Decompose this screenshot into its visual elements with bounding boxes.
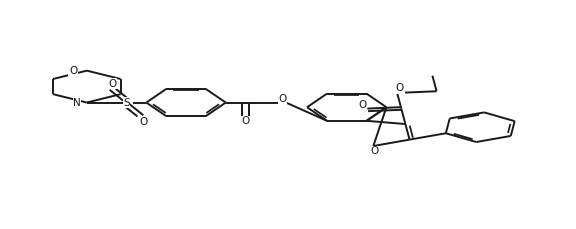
- Text: O: O: [139, 117, 147, 127]
- Text: O: O: [370, 146, 378, 156]
- Text: O: O: [108, 79, 117, 89]
- Text: O: O: [278, 94, 287, 104]
- Text: S: S: [123, 98, 130, 108]
- Text: O: O: [69, 66, 77, 76]
- Text: O: O: [358, 100, 366, 110]
- Text: O: O: [396, 83, 404, 93]
- Text: O: O: [241, 116, 249, 126]
- Text: N: N: [73, 98, 81, 108]
